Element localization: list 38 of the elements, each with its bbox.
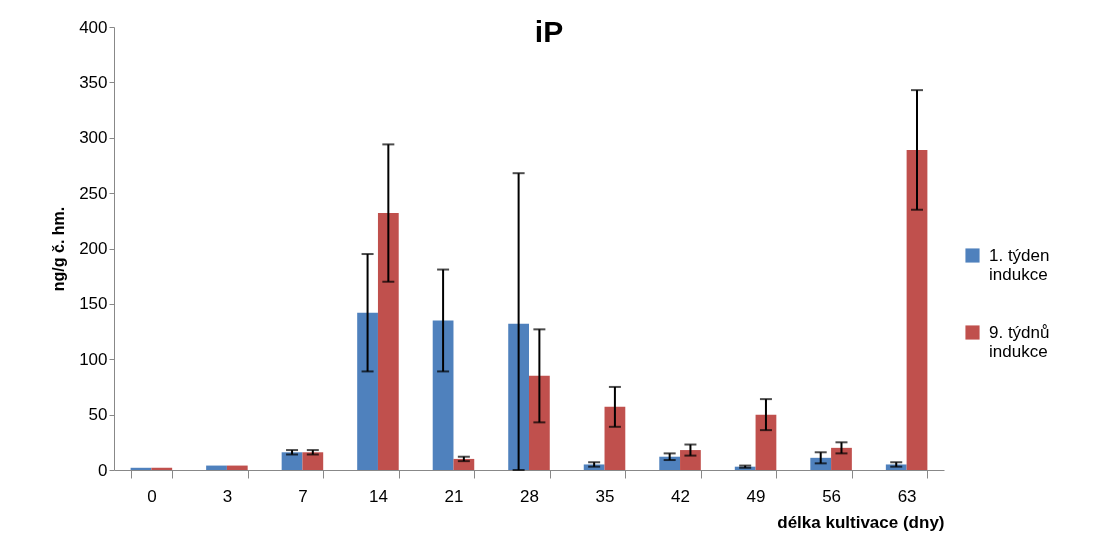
bar <box>377 213 399 470</box>
x-tick-label: 35 <box>595 486 615 506</box>
bar <box>226 465 248 470</box>
y-tick-label: 400 <box>79 17 108 37</box>
x-tick-label: 56 <box>822 486 842 506</box>
x-tick-label: 42 <box>671 486 691 506</box>
x-tick-label: 63 <box>897 486 917 506</box>
y-axis-title: ng/g č. hm. <box>50 206 68 292</box>
chart-title: iP <box>534 15 564 48</box>
y-tick-label: 300 <box>79 128 108 148</box>
x-tick-label: 21 <box>444 486 464 506</box>
bar <box>604 406 626 470</box>
y-tick-label: 200 <box>79 239 108 258</box>
x-tick-label: 14 <box>368 486 388 506</box>
x-tick-label: 0 <box>147 486 157 506</box>
y-tick-label: 50 <box>88 405 108 425</box>
x-tick-label: 49 <box>746 486 766 506</box>
y-tick-label: 250 <box>79 183 108 203</box>
y-tick-label: 0 <box>98 460 108 480</box>
bar <box>206 465 227 470</box>
bar <box>680 450 701 470</box>
x-axis-title: délka kultivace (dny) <box>777 512 945 532</box>
bar <box>357 312 378 470</box>
x-tick-label: 3 <box>222 486 233 506</box>
x-tick-label: 7 <box>298 486 308 506</box>
y-tick-label: 350 <box>79 72 108 92</box>
bar <box>831 447 852 470</box>
bar <box>508 323 529 470</box>
bar <box>906 149 928 470</box>
bar <box>529 375 550 470</box>
y-tick-label: 150 <box>79 294 108 314</box>
legend-label: 1. týden indukce <box>989 245 1050 284</box>
legend-label: 9. týdnů indukce <box>989 322 1050 361</box>
y-tick-label: 100 <box>79 349 108 369</box>
bar <box>755 414 777 470</box>
bar <box>432 320 454 470</box>
bar <box>151 467 173 470</box>
x-tick-label: 28 <box>520 486 539 506</box>
